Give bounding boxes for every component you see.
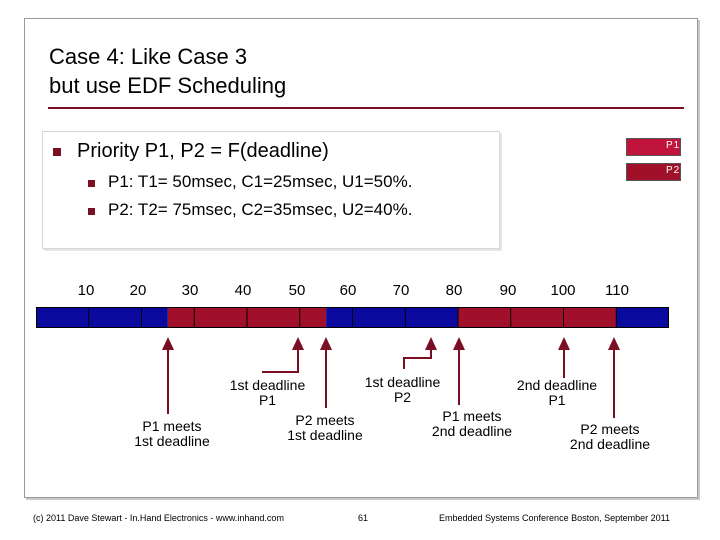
arrowhead-icon (425, 337, 437, 350)
annotation-line: P2 meets (580, 421, 640, 437)
annotation-line: P2 (393, 389, 412, 405)
arrowhead-icon (320, 337, 332, 350)
arrowhead-icon (453, 337, 465, 350)
annotation-p1-1st-deadline: 1st deadline P1 (215, 378, 320, 408)
annotation-p2-meets-2nd: P2 meets 2nd deadline (555, 422, 665, 452)
timeline-border (36, 307, 669, 328)
bullet-box (42, 131, 500, 249)
footer-conference: Embedded Systems Conference Boston, Sept… (439, 513, 670, 523)
arrowhead-icon (558, 337, 570, 350)
slide-frame (24, 18, 698, 498)
legend-p1-label: P1 (666, 140, 681, 151)
annotation-p1-meets-2nd: P1 meets 2nd deadline (417, 409, 527, 439)
slide-title: Case 4: Like Case 3 but use EDF Scheduli… (49, 42, 286, 100)
tick-label: 80 (445, 282, 463, 299)
tick-label: 60 (339, 282, 357, 299)
title-divider (48, 107, 684, 109)
annotation-line: 1st deadline (364, 374, 441, 390)
annotation-line: P1 (548, 392, 566, 408)
legend-p2-label: P2 (666, 165, 681, 176)
annotation-line: 1st deadline (287, 427, 363, 443)
tick-label: 10 (77, 282, 95, 299)
arrow-p2-1st-deadline (403, 345, 432, 369)
arrowhead-icon (292, 337, 304, 350)
annotation-p2-1st-deadline: 1st deadline P2 (350, 375, 455, 405)
annotation-line: 2nd deadline (516, 377, 598, 393)
annotation-p1-meets-1st: P1 meets 1st deadline (117, 419, 227, 449)
tick-label: 20 (129, 282, 147, 299)
annotation-p1-2nd-deadline: 2nd deadline P1 (502, 378, 612, 408)
annotation-line: 1st deadline (134, 433, 210, 449)
legend-p1-swatch (626, 138, 681, 156)
p1-run-segment (326, 307, 458, 328)
p2-run-segment (458, 307, 617, 328)
annotation-line: P1 meets (442, 408, 502, 424)
annotation-line: 2nd deadline (431, 423, 513, 439)
bullet-marker (88, 208, 95, 215)
footer-copyright: (c) 2011 Dave Stewart - In.Hand Electron… (33, 513, 284, 523)
p1-run-segment (36, 307, 168, 328)
title-line-2: but use EDF Scheduling (49, 73, 287, 98)
legend-p2-swatch (626, 163, 681, 181)
arrowhead-icon (608, 337, 620, 350)
bullet-p1-params: P1: T1= 50msec, C1=25msec, U1=50%. (108, 172, 413, 191)
annotation-line: 2nd deadline (569, 436, 651, 452)
tick-label: 100 (550, 282, 576, 299)
bullet-p2-params: P2: T2= 75msec, C2=35msec, U2=40%. (108, 200, 413, 219)
tick-label: 30 (181, 282, 199, 299)
annotation-line: P2 meets (295, 412, 355, 428)
tick-label: 40 (234, 282, 252, 299)
tick-label: 90 (499, 282, 517, 299)
tick-label: 70 (392, 282, 410, 299)
p1-run-segment (616, 307, 669, 328)
page-number: 61 (358, 513, 369, 523)
tick-label: 50 (288, 282, 306, 299)
annotation-line: 1st deadline (229, 377, 306, 393)
arrowhead-icon (162, 337, 174, 350)
bullet-priority: Priority P1, P2 = F(deadline) (77, 140, 329, 162)
annotation-line: P1 (258, 392, 277, 408)
schedule-timeline (36, 307, 669, 328)
bullet-marker (53, 148, 61, 156)
tick-label: 110 (605, 282, 629, 299)
arrow-p1-1st-deadline (262, 345, 299, 373)
bullet-marker (88, 180, 95, 187)
annotation-p2-meets-1st: P2 meets 1st deadline (270, 413, 380, 443)
annotation-line: P1 meets (142, 418, 202, 434)
title-line-1: Case 4: Like Case 3 (49, 44, 248, 69)
